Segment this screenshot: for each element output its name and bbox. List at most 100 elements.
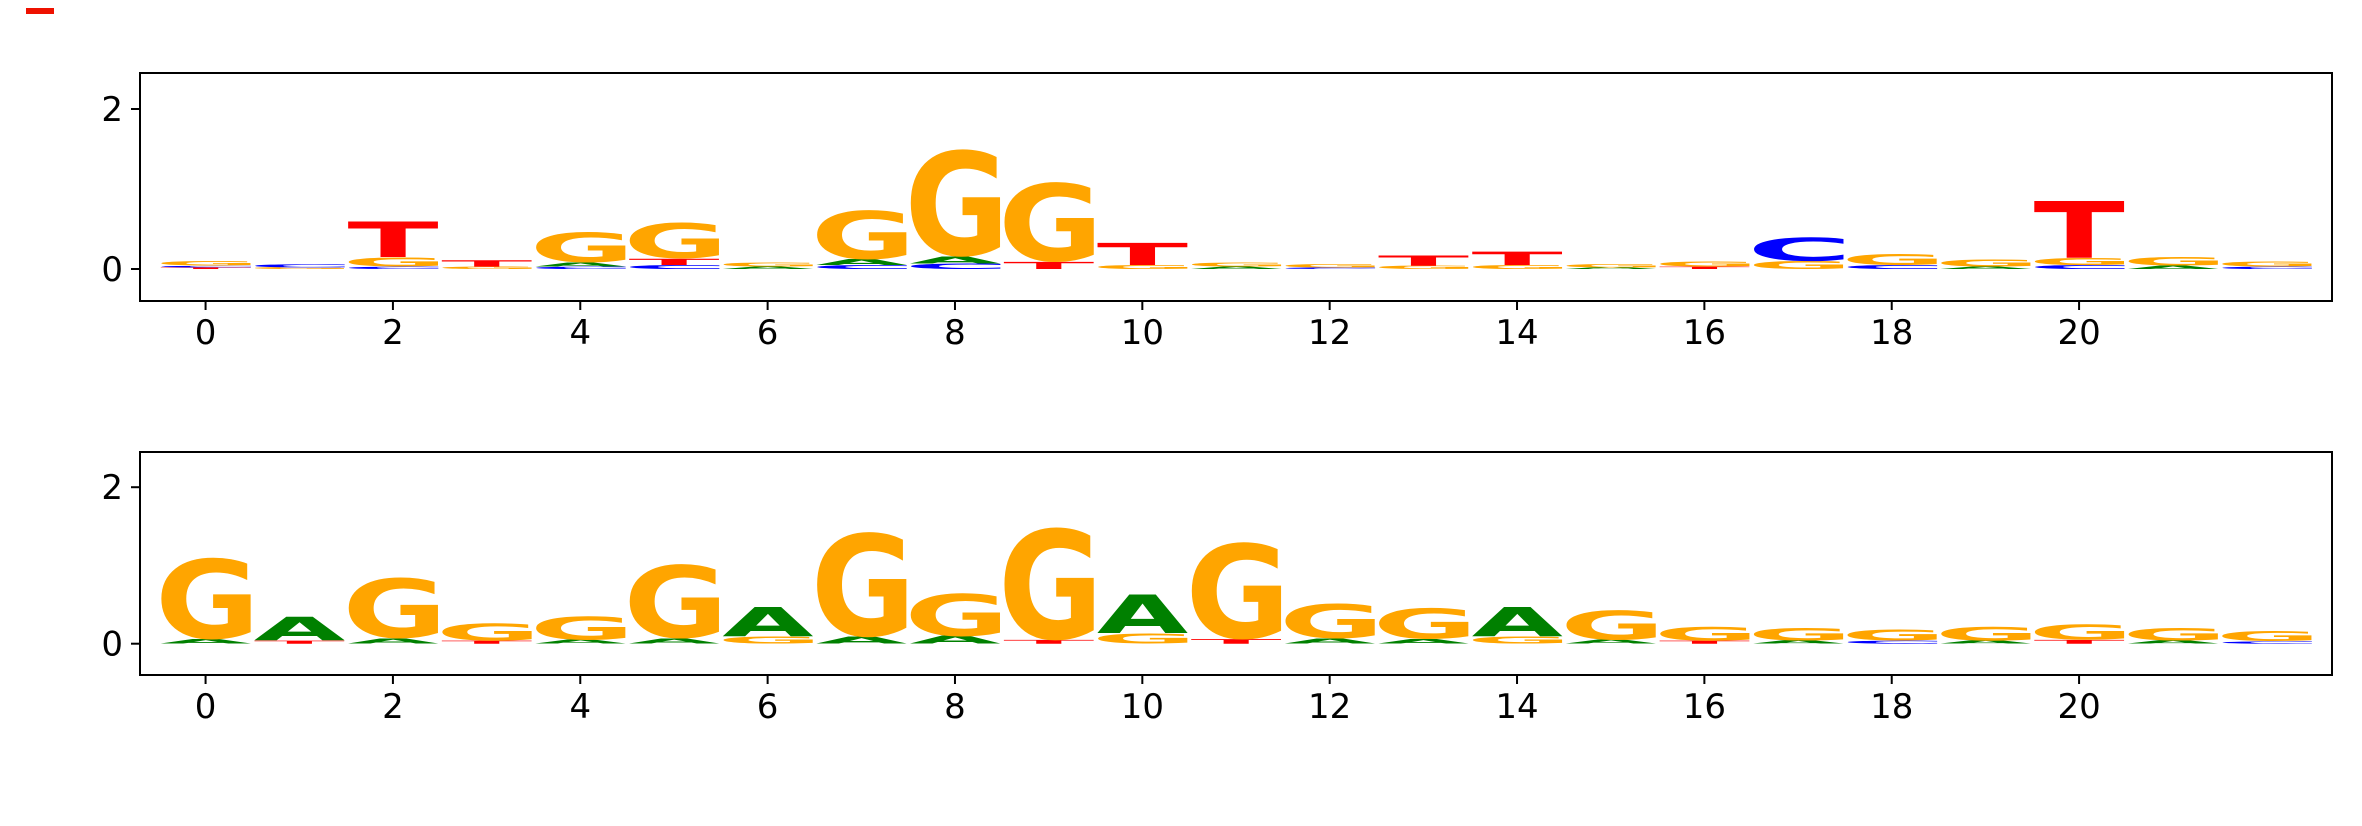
- x-tick-label: 12: [1308, 687, 1351, 727]
- logo-letter-A: A: [535, 639, 627, 645]
- logo-letter-A: A: [910, 254, 1002, 265]
- logo-letter-T: T: [2034, 639, 2125, 645]
- logo-letter-G: G: [1935, 623, 2040, 645]
- logo-letter-T: T: [441, 259, 533, 269]
- axes-spines: [139, 451, 2333, 676]
- logo-letter-C: C: [154, 265, 260, 267]
- x-tick-label: 8: [944, 687, 966, 727]
- logo-letter-A: A: [535, 261, 627, 267]
- logo-letter-G: G: [1092, 264, 1197, 270]
- logo-letter-G: G: [1560, 603, 1665, 648]
- logo-letter-T: T: [2034, 186, 2125, 276]
- logo-letter-A: A: [1472, 599, 1563, 646]
- y-tick-label: 0: [101, 250, 123, 290]
- x-tick-label: 12: [1308, 313, 1351, 353]
- logo-letter-G: G: [1092, 631, 1197, 646]
- logo-letter-G: G: [998, 163, 1103, 286]
- logo-letter-C: C: [2215, 266, 2321, 270]
- logo-letter-G: G: [1560, 263, 1665, 268]
- logo-letter-G: G: [249, 267, 354, 269]
- logo-letter-A: A: [816, 258, 908, 267]
- logo-letter-A: A: [1565, 267, 1657, 270]
- logo-letter-C: C: [904, 262, 1010, 271]
- logo-letter-G: G: [1747, 625, 1852, 644]
- logo-letter-T: T: [254, 640, 345, 645]
- logo-letter-C: C: [248, 263, 354, 268]
- logo-letter-G: G: [2216, 629, 2321, 644]
- logo-letter-A: A: [629, 637, 721, 646]
- x-tick-label: 0: [195, 313, 217, 353]
- logo-letter-A: A: [722, 599, 813, 646]
- x-tick-label: 16: [1683, 687, 1726, 727]
- logo-letter-C: C: [2215, 641, 2321, 645]
- logo-letter-T: T: [1659, 640, 1750, 645]
- x-tick-label: 6: [757, 687, 779, 727]
- logo-letter-T: T: [347, 212, 439, 269]
- logo-letter-G: G: [998, 500, 1103, 674]
- x-tick-label: 16: [1683, 313, 1726, 353]
- y-tick-label: 2: [101, 468, 123, 508]
- logo-letter-T: T: [1659, 266, 1750, 270]
- logo-letter-A: A: [2127, 265, 2219, 270]
- logo-letter-A: A: [816, 635, 908, 646]
- logo-letter-T: T: [1003, 639, 1094, 645]
- logo-letter-C: C: [342, 266, 448, 270]
- logo-letter-C: C: [1841, 640, 1947, 645]
- logo-letter-A: A: [1191, 266, 1283, 270]
- x-tick-label: 8: [944, 313, 966, 353]
- logo-letter-G: G: [1466, 264, 1571, 270]
- logo-letter-C: C: [1841, 264, 1947, 270]
- logo-letter-A: A: [347, 637, 439, 646]
- logo-letter-G: G: [623, 546, 728, 660]
- logo-letter-G: G: [1654, 623, 1759, 645]
- x-tick-label: 14: [1495, 687, 1538, 727]
- logo-letter-A: A: [1097, 584, 1189, 646]
- logo-letter-G: G: [811, 198, 916, 274]
- x-tick-label: 18: [1870, 313, 1913, 353]
- logo-letter-T: T: [1472, 248, 1563, 269]
- x-tick-label: 14: [1495, 313, 1538, 353]
- x-tick-label: 2: [382, 313, 404, 353]
- logo-letter-C: C: [2028, 264, 2134, 270]
- logo-letter-T: T: [441, 640, 532, 645]
- logo-letter-G: G: [1185, 519, 1290, 668]
- x-tick-label: 4: [569, 687, 591, 727]
- x-tick-label: 18: [1870, 687, 1913, 727]
- logo-letter-G: G: [342, 564, 447, 657]
- logo-letter-C: C: [810, 264, 916, 270]
- logo-letter-G: G: [1373, 601, 1478, 649]
- logo-letter-G: G: [2216, 260, 2321, 269]
- logo-letter-G: G: [2029, 620, 2134, 644]
- logo-letter-G: G: [623, 214, 728, 269]
- logo-letter-C: C: [529, 266, 635, 270]
- stray-red-mark: [26, 8, 54, 14]
- y-tick-label: 2: [101, 90, 123, 130]
- logo-letter-G: G: [2122, 625, 2227, 644]
- logo-letter-G: G: [1279, 595, 1384, 649]
- logo-letter-C: C: [1747, 231, 1853, 268]
- logo-letter-G: G: [1373, 265, 1478, 270]
- logo-letter-G: G: [904, 122, 1009, 288]
- logo-letter-C: C: [623, 264, 729, 270]
- x-tick-label: 6: [757, 313, 779, 353]
- x-tick-label: 4: [569, 313, 591, 353]
- logo-letter-G: G: [530, 225, 635, 271]
- logo-letter-A: A: [1284, 637, 1376, 646]
- logo-letter-T: T: [160, 267, 251, 270]
- logo-letter-G: G: [1279, 263, 1384, 268]
- logo-letter-G: G: [904, 583, 1009, 649]
- x-tick-label: 10: [1121, 687, 1164, 727]
- x-tick-label: 0: [195, 687, 217, 727]
- logo-letter-G: G: [717, 262, 822, 268]
- logo-letter-A: A: [1565, 639, 1657, 645]
- logo-letter-T: T: [1378, 253, 1469, 269]
- logo-letter-G: G: [1185, 262, 1290, 268]
- logo-letter-A: A: [1378, 638, 1470, 645]
- x-tick-label: 2: [382, 687, 404, 727]
- logo-letter-G: G: [342, 255, 447, 270]
- y-tick-label: 0: [101, 625, 123, 665]
- logo-letter-G: G: [1841, 251, 1946, 268]
